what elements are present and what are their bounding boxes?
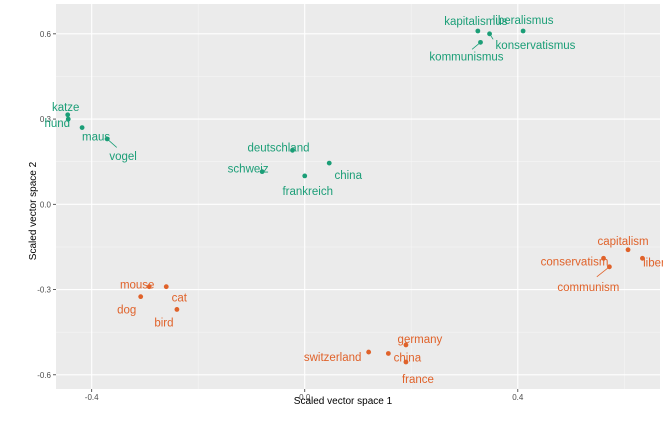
point-marker (487, 31, 492, 37)
x-tick-label: -0.4 (85, 393, 99, 402)
label-leader-line (596, 266, 610, 278)
point-label: communism (557, 282, 619, 294)
point-marker (403, 342, 409, 348)
point-label: capitalism (597, 236, 648, 248)
point-label: bird (154, 317, 173, 329)
data-point: mouse (120, 280, 155, 292)
data-point: switzerland (304, 349, 372, 364)
point-marker (326, 160, 332, 166)
point-label: china (394, 352, 422, 364)
grid-lines (56, 4, 660, 389)
point-label: conservatism (541, 256, 609, 268)
point-marker (601, 255, 606, 261)
x-axis-title: Scaled vector space 1 (294, 396, 393, 407)
data-point: liberalism (640, 255, 663, 269)
data-point: frankreich (282, 173, 333, 198)
point-marker (104, 136, 110, 142)
point-label: cat (172, 293, 188, 305)
data-point: germany (398, 334, 443, 348)
data-point: dog (117, 294, 144, 317)
point-label: germany (398, 334, 443, 346)
point-label: vogel (109, 151, 137, 163)
y-tick-label: 0.6 (40, 30, 52, 39)
point-label: hund (44, 118, 70, 130)
point-label: liberalism (643, 257, 663, 269)
point-marker (475, 28, 481, 34)
point-marker (366, 349, 372, 355)
point-marker (290, 147, 295, 153)
data-point: china (385, 351, 422, 364)
axis-ticks: -0.4 0.0 0.4 -0.6 -0.3 0.0 0.3 0.6 (37, 30, 524, 402)
point-marker (65, 116, 71, 122)
point-marker (607, 264, 612, 270)
point-label: schweiz (228, 164, 269, 176)
point-marker (385, 351, 391, 356)
point-label: konservatismus (496, 40, 576, 52)
y-tick-label: 0.3 (40, 115, 52, 124)
point-label: katze (52, 102, 80, 114)
point-marker (138, 294, 144, 300)
data-point: capitalism (597, 236, 649, 253)
data-point: china (326, 160, 363, 182)
y-tick-label: 0.0 (40, 200, 52, 209)
y-axis-title: Scaled vector space 2 (28, 161, 39, 260)
plot-panel (56, 4, 660, 389)
point-marker (640, 255, 645, 261)
x-tick-label: 0.0 (299, 393, 311, 402)
point-label: kapitalismus (444, 16, 508, 28)
data-point: communism (557, 264, 619, 294)
data-point: france (402, 359, 434, 386)
data-point: deutschland (247, 142, 309, 154)
y-tick-label: -0.3 (37, 286, 51, 295)
point-marker (302, 173, 308, 179)
data-point: kapitalismus (444, 16, 508, 34)
data-point: maus (79, 125, 110, 144)
point-label: switzerland (304, 352, 362, 364)
point-marker (625, 247, 631, 253)
data-point: schweiz (228, 164, 269, 176)
data-point: konservatismus (487, 31, 576, 52)
point-label: mouse (120, 280, 155, 292)
point-label: liberalismus (493, 15, 554, 27)
point-label: kommunismus (429, 51, 503, 63)
data-point: kommunismus (429, 39, 504, 63)
point-marker (146, 284, 152, 290)
point-label: deutschland (247, 142, 309, 154)
point-label: france (402, 374, 434, 386)
data-point: liberalismus (493, 15, 554, 34)
x-tick-label: 0.4 (512, 393, 524, 402)
point-marker (174, 307, 180, 312)
point-marker (65, 112, 71, 118)
data-point: conservatism (541, 255, 609, 268)
data-point: bird (154, 307, 180, 329)
point-marker (403, 359, 409, 365)
panel-background (56, 4, 660, 389)
point-marker (163, 284, 169, 290)
data-point: hund (44, 116, 71, 130)
y-tick-label: -0.6 (37, 371, 51, 380)
point-marker (520, 28, 526, 34)
point-marker (79, 125, 85, 130)
point-marker (478, 39, 483, 45)
point-label: maus (82, 132, 110, 144)
point-label: frankreich (282, 186, 333, 198)
point-marker (259, 169, 265, 175)
data-point: vogel (104, 136, 137, 163)
data-point: cat (163, 284, 188, 305)
data-point: katze (52, 102, 80, 118)
point-label: china (334, 170, 362, 182)
point-label: dog (117, 305, 136, 317)
